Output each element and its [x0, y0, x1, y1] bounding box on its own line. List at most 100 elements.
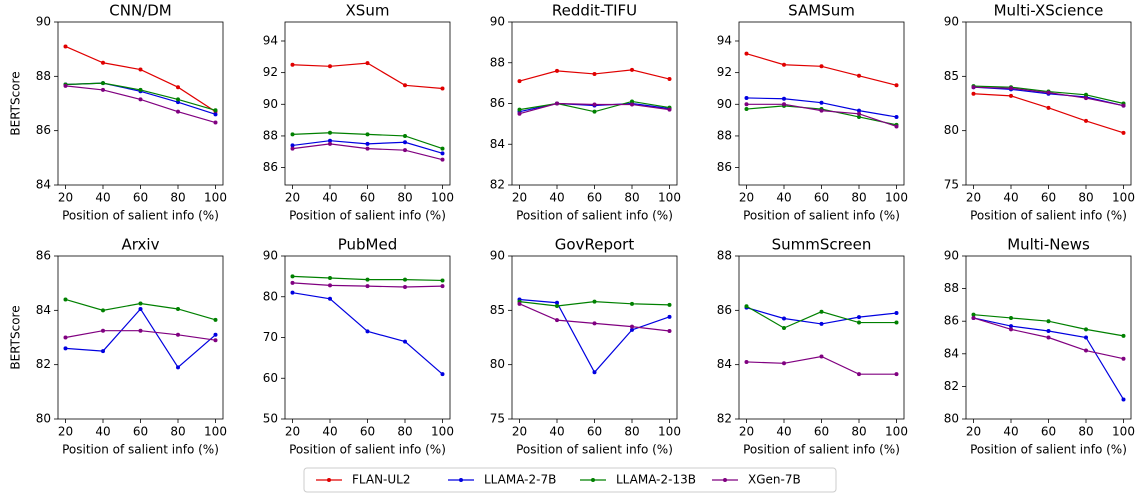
x-tick-label: 40 — [549, 191, 564, 205]
chart-title: PubMed — [338, 236, 398, 254]
data-point — [63, 335, 68, 340]
data-point — [1084, 96, 1088, 101]
data-point — [555, 68, 559, 73]
y-tick-label: 86 — [36, 123, 51, 137]
series-line: LLAMA-2-7B — [65, 307, 216, 369]
series-line: FLAN-UL2 — [292, 62, 443, 90]
data-point — [782, 102, 786, 107]
data-point — [176, 332, 180, 337]
data-point — [667, 107, 672, 112]
y-tick-label: 82 — [717, 412, 732, 426]
data-point — [213, 108, 218, 113]
x-tick-label: 40 — [95, 425, 110, 439]
data-point — [365, 329, 370, 334]
chart-title: XSum — [346, 2, 390, 20]
data-point — [1009, 324, 1013, 329]
data-point — [819, 100, 824, 105]
y-tick-label: 88 — [490, 55, 505, 69]
data-point — [744, 359, 749, 364]
data-point — [857, 372, 861, 377]
x-tick-label: 20 — [739, 425, 754, 439]
data-point — [440, 278, 445, 283]
y-tick-label: 86 — [36, 249, 51, 263]
y-tick-label: 88 — [717, 128, 732, 142]
y-tick-label: 90 — [36, 15, 51, 29]
series-line: XGen-7B — [519, 303, 670, 332]
data-point — [290, 143, 295, 148]
y-tick-label: 80 — [944, 123, 959, 137]
data-point — [290, 274, 295, 279]
data-point — [440, 146, 445, 151]
legend-marker — [591, 478, 595, 482]
data-point — [403, 133, 407, 138]
x-tick-label: 60 — [360, 425, 375, 439]
y-tick-label: 90 — [717, 97, 732, 111]
data-point — [213, 112, 218, 117]
data-point — [667, 314, 672, 319]
data-point — [365, 141, 370, 146]
data-point — [290, 146, 295, 151]
data-point — [1046, 90, 1051, 95]
y-tick-label: 50 — [263, 412, 278, 426]
legend-label: XGen-7B — [748, 473, 801, 487]
data-point — [782, 96, 786, 101]
y-tick-label: 90 — [263, 97, 278, 111]
y-tick-label: 84 — [36, 178, 51, 192]
x-tick-label: 20 — [512, 425, 527, 439]
y-axis-label: BERTScore — [9, 305, 23, 369]
data-point — [517, 301, 522, 306]
data-point — [365, 146, 370, 151]
x-tick-label: 40 — [322, 425, 337, 439]
data-point — [403, 339, 407, 344]
y-tick-label: 84 — [944, 346, 959, 360]
y-tick-label: 80 — [944, 412, 959, 426]
plot-frame — [965, 21, 1132, 186]
x-tick-label: 60 — [1041, 191, 1056, 205]
data-point — [857, 320, 861, 325]
data-point — [403, 140, 407, 145]
data-point — [176, 109, 180, 114]
data-point — [667, 77, 672, 82]
data-point — [403, 277, 407, 282]
data-point — [1084, 327, 1088, 332]
legend-label: FLAN-UL2 — [352, 473, 410, 487]
data-point — [517, 107, 522, 112]
data-point — [744, 51, 749, 56]
series-line: FLAN-UL2 — [973, 93, 1124, 134]
data-point — [138, 87, 143, 92]
data-point — [365, 284, 370, 289]
x-tick-label: 60 — [814, 425, 829, 439]
legend-marker — [459, 478, 463, 482]
x-tick-label: 100 — [658, 425, 681, 439]
x-tick-label: 20 — [58, 191, 73, 205]
data-point — [630, 67, 634, 72]
data-point — [630, 324, 634, 329]
y-tick-label: 90 — [944, 249, 959, 263]
y-tick-label: 88 — [36, 69, 51, 83]
x-tick-label: 100 — [885, 191, 908, 205]
data-point — [782, 361, 786, 366]
data-point — [328, 141, 332, 146]
data-point — [744, 304, 749, 309]
x-tick-label: 60 — [587, 425, 602, 439]
y-axis-label: BERTScore — [9, 71, 23, 135]
x-tick-label: 60 — [814, 191, 829, 205]
data-point — [63, 346, 68, 351]
x-axis-label: Position of salient info (%) — [516, 209, 673, 223]
y-tick-label: 80 — [490, 357, 505, 371]
y-tick-label: 60 — [263, 371, 278, 385]
data-point — [1121, 103, 1126, 108]
data-point — [365, 132, 370, 137]
data-point — [365, 61, 370, 66]
data-point — [517, 79, 522, 84]
plot-frame — [738, 255, 905, 420]
data-point — [1084, 118, 1088, 123]
y-tick-label: 82 — [36, 357, 51, 371]
data-point — [328, 138, 332, 143]
data-point — [1121, 397, 1126, 402]
x-tick-label: 20 — [285, 425, 300, 439]
chart-title: Reddit-TIFU — [552, 2, 637, 20]
data-point — [176, 365, 180, 370]
legend-label: LLAMA-2-7B — [484, 473, 556, 487]
